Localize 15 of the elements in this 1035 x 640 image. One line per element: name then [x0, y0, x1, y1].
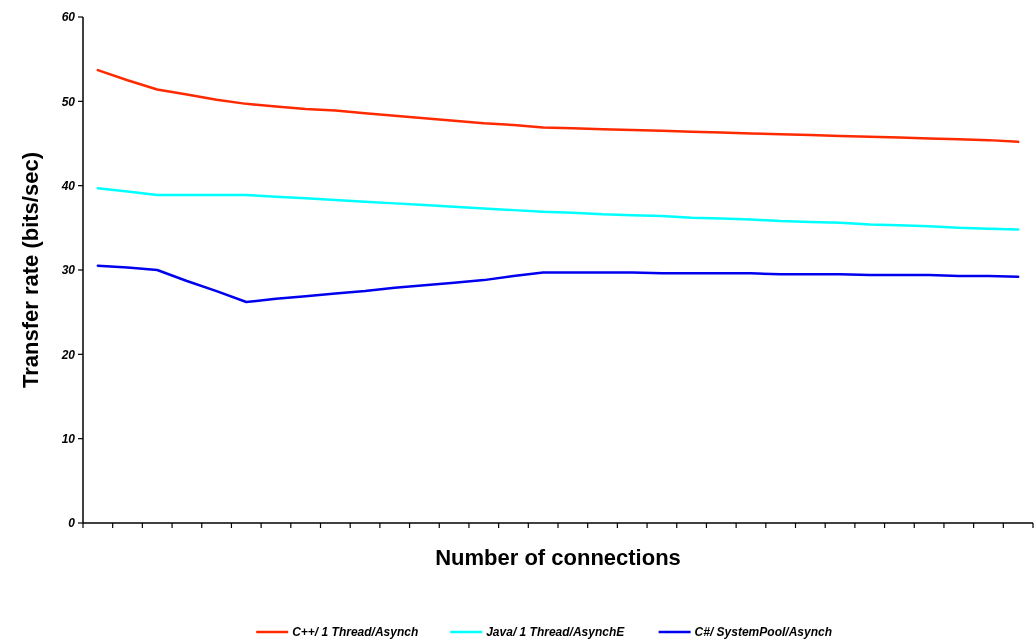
y-tick-label: 10 — [61, 431, 76, 446]
x-axis-title: Number of connections — [435, 545, 681, 570]
y-tick-label: 50 — [61, 94, 76, 109]
y-tick-label: 40 — [60, 178, 76, 193]
legend-label: C++/ 1 Thread/Asynch — [292, 625, 419, 640]
y-tick-label: 30 — [61, 263, 76, 278]
line-series — [96, 68, 1020, 144]
legend-label: Java/ 1 Thread/AsynchE — [486, 625, 626, 640]
y-tick-label: 60 — [61, 10, 76, 25]
y-tick-label: 20 — [60, 347, 76, 362]
line-series — [96, 186, 1020, 231]
y-tick-label: 0 — [68, 516, 76, 531]
y-axis-title: Transfer rate (bits/sec) — [18, 152, 43, 388]
line-series — [96, 264, 1020, 304]
legend-label: C#/ SystemPool/Asynch — [694, 625, 832, 640]
